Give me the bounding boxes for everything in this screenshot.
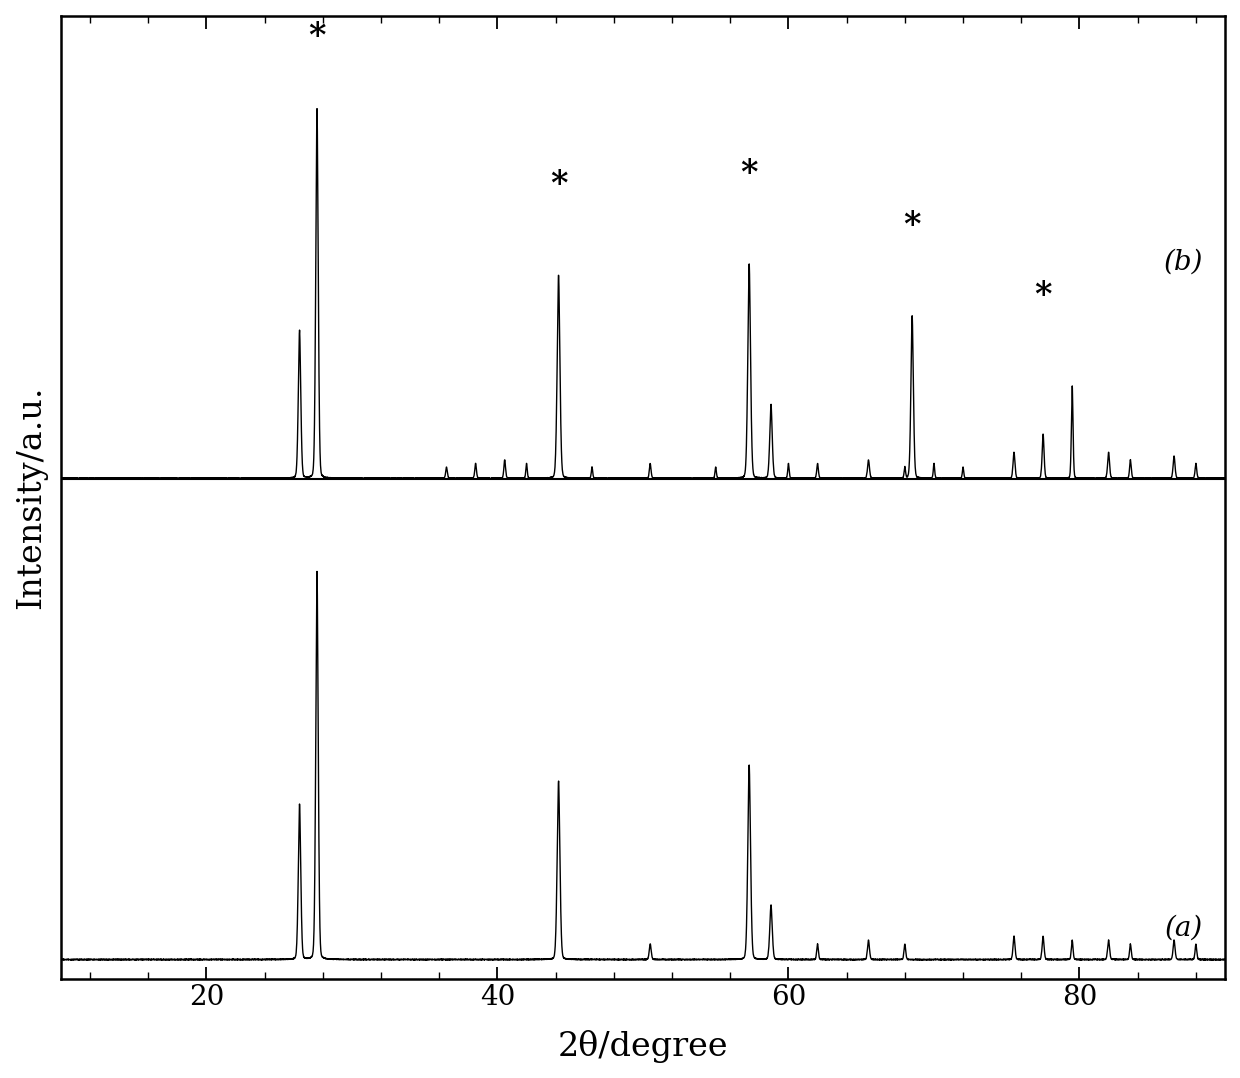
X-axis label: 2θ/degree: 2θ/degree [558,1029,728,1063]
Text: *: * [740,157,758,190]
Text: *: * [309,20,326,53]
Text: (b): (b) [1163,248,1203,275]
Text: (a): (a) [1164,914,1203,942]
Text: *: * [549,168,567,202]
Text: *: * [1034,279,1052,313]
Y-axis label: Intensity/a.u.: Intensity/a.u. [15,386,47,609]
Text: *: * [904,209,921,241]
